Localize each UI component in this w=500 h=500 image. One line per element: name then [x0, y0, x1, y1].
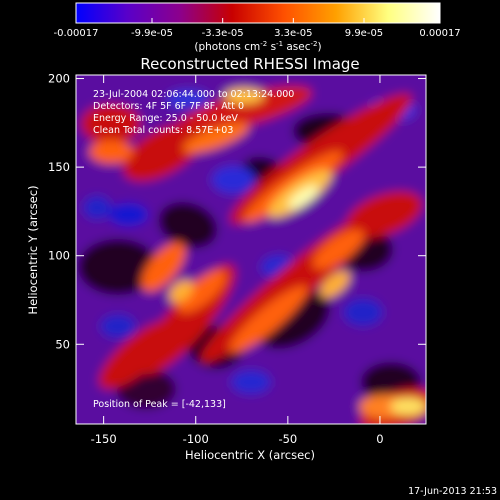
intensity-blob	[312, 229, 365, 270]
colorbar-tick-label: -9.9e-05	[131, 28, 173, 39]
intensity-blob	[231, 370, 271, 395]
intensity-blob	[81, 103, 141, 144]
intensity-blob	[177, 270, 227, 313]
y-axis-label: Heliocentric Y (arcsec)	[26, 185, 40, 314]
info-line: Energy Range: 25.0 - 50.0 keV	[93, 113, 238, 124]
intensity-blob	[141, 242, 186, 292]
intensity-blob	[83, 195, 111, 220]
x-tick-label: 0	[376, 432, 383, 446]
x-axis-label: Heliocentric X (arcsec)	[185, 448, 315, 462]
colorbar-tick-label: -0.00017	[54, 28, 99, 39]
intensity-blob	[211, 165, 256, 194]
intensity-blob	[229, 285, 308, 353]
intensity-blob	[320, 270, 350, 298]
colorbar-tick-label: -3.3e-05	[202, 28, 244, 39]
colorbar-tick-label: 3.3e-05	[274, 28, 312, 39]
intensity-blob	[345, 191, 423, 238]
intensity-blob	[224, 87, 264, 104]
intensity-blob	[123, 122, 204, 182]
intensity-blob	[288, 185, 319, 209]
intensity-blob	[343, 298, 383, 327]
y-tick-label: 100	[48, 249, 70, 263]
colorbar-ticks: -0.00017 -9.9e-05 -3.3e-05 3.3e-05 9.9e-05 0.…	[54, 18, 461, 39]
y-tick-label: 200	[48, 72, 70, 86]
intensity-blob	[98, 319, 180, 390]
colorbar-tick-label: 0.00017	[419, 28, 460, 39]
footer-timestamp: 17-Jun-2013 21:53	[408, 486, 497, 497]
x-tick-label: -150	[91, 432, 117, 446]
peak-position-label: Position of Peak = [-42,133]	[93, 399, 226, 410]
x-tick-label: -100	[183, 432, 209, 446]
intensity-blob	[100, 314, 136, 339]
y-tick-label: 50	[55, 337, 70, 351]
intensity-blob	[108, 202, 149, 227]
y-tick-label: 150	[48, 160, 70, 174]
x-axis-ticks: -150 -100 -50 0	[91, 75, 384, 446]
info-line: Detectors: 4F 5F 6F 7F 8F, Att 0	[93, 101, 244, 112]
x-tick-label: -50	[278, 432, 297, 446]
y-axis-ticks: 50 100 150 200	[48, 72, 426, 351]
colorbar-tick-label: 9.9e-05	[345, 28, 383, 39]
chart-title: Reconstructed RHESSI Image	[140, 55, 359, 73]
intensity-blob	[390, 397, 426, 416]
intensity-blob	[182, 122, 250, 154]
info-line: Clean Total counts: 8.57E+03	[93, 125, 233, 136]
colorbar-unit-label: (photons cm-2 s-1 asec-2)	[194, 40, 321, 53]
info-annotation: 23-Jul-2004 02:06:44.000 to 02:13:24.000…	[93, 89, 294, 136]
intensity-blob	[89, 139, 133, 164]
intensity-blob	[176, 86, 312, 134]
info-line: 23-Jul-2004 02:06:44.000 to 02:13:24.000	[93, 89, 294, 100]
plot-frame	[75, 74, 427, 425]
intensity-blob	[166, 89, 210, 110]
intensity-blob	[158, 201, 218, 249]
intensity-blob	[168, 280, 194, 303]
colorbar	[75, 2, 441, 24]
intensity-blob	[78, 238, 158, 295]
